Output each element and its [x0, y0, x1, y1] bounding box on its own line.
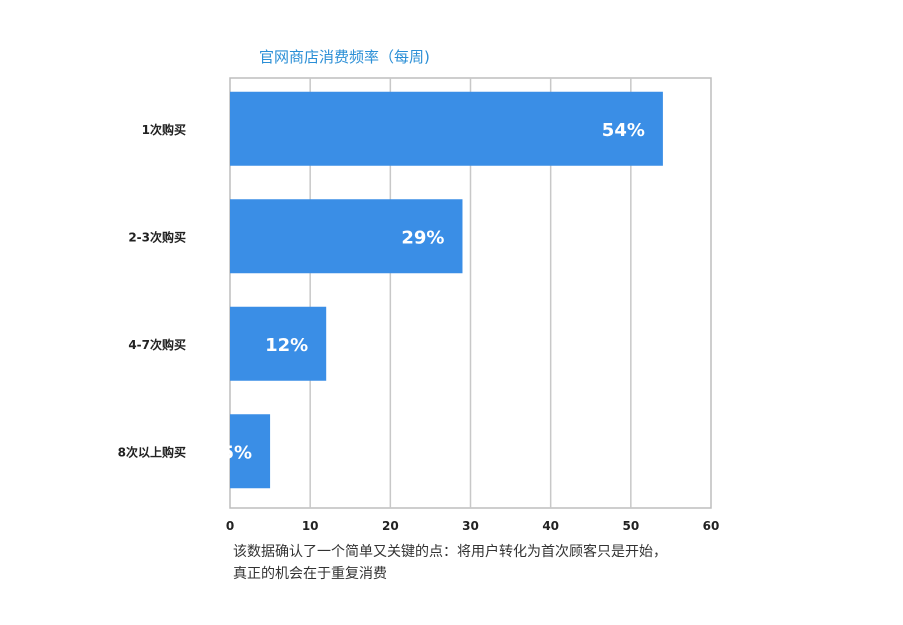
- bar: [230, 414, 271, 489]
- data-label: 12%: [265, 335, 308, 356]
- data-label: 29%: [401, 227, 444, 248]
- x-tick-label: 30: [462, 519, 479, 533]
- data-label: 5%: [222, 442, 253, 463]
- category-label: 4-7次购买: [128, 337, 186, 352]
- x-tick-label: 10: [302, 519, 319, 533]
- chart-title: 官网商店消费频率（每周): [259, 48, 430, 66]
- bar: [230, 91, 663, 166]
- x-tick-label: 20: [382, 519, 399, 533]
- bar: [230, 199, 463, 274]
- x-tick-label: 60: [703, 519, 720, 533]
- category-label: 2-3次购买: [128, 229, 186, 244]
- caption-line-2: 真正的机会在于重复消费: [233, 566, 387, 582]
- data-label: 54%: [602, 120, 645, 141]
- category-label: 1次购买: [142, 122, 186, 137]
- bar: [230, 306, 327, 381]
- caption-line-1: 该数据确认了一个简单又关键的点：将用户转化为首次顾客只是开始，: [233, 544, 667, 560]
- x-tick-label: 40: [542, 519, 559, 533]
- chart-caption: 该数据确认了一个简单又关键的点：将用户转化为首次顾客只是开始， 真正的机会在于重…: [233, 541, 753, 585]
- category-label: 8次以上购买: [118, 444, 186, 459]
- x-tick-label: 50: [622, 519, 639, 533]
- x-tick-label: 0: [226, 519, 234, 533]
